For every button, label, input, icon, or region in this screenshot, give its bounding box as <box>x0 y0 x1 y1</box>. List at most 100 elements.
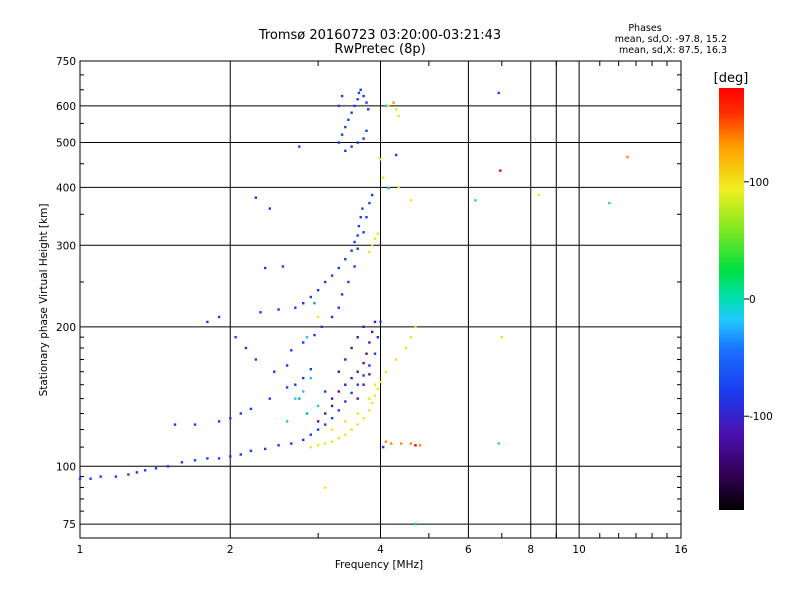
data-point <box>324 412 327 415</box>
data-point <box>309 376 312 380</box>
data-point <box>497 442 500 445</box>
data-point <box>414 444 417 447</box>
data-point <box>404 346 408 350</box>
data-point <box>353 265 356 268</box>
data-point <box>344 125 347 129</box>
data-point <box>356 336 359 339</box>
data-point <box>180 461 184 464</box>
data-point <box>114 475 118 478</box>
data-point <box>500 336 503 339</box>
colorbar-tick-label: 100 <box>749 177 769 189</box>
data-point <box>499 169 502 172</box>
data-point <box>316 404 320 408</box>
data-point <box>277 308 280 311</box>
x-tick-label: 10 <box>572 544 585 556</box>
data-point <box>302 376 305 380</box>
data-point <box>350 391 353 395</box>
data-point <box>350 346 353 350</box>
data-point <box>249 407 253 411</box>
colorbar-label: [deg] <box>714 71 749 86</box>
data-point <box>320 325 323 328</box>
data-point <box>362 417 365 420</box>
data-point <box>166 465 170 468</box>
data-point <box>362 231 365 234</box>
data-point <box>362 361 365 365</box>
data-point <box>357 224 361 228</box>
data-point <box>357 91 361 95</box>
data-point <box>302 390 305 393</box>
data-point <box>365 352 368 355</box>
data-point <box>414 522 417 526</box>
data-point <box>359 216 362 219</box>
data-point <box>356 98 359 101</box>
data-point <box>290 442 293 445</box>
data-point <box>368 373 371 376</box>
data-point <box>344 433 347 436</box>
data-point <box>344 149 347 152</box>
y-tick-label: 400 <box>56 182 76 194</box>
data-point <box>193 423 197 426</box>
grid-layer <box>80 61 681 538</box>
data-point <box>368 201 371 205</box>
y-tick-label: 600 <box>56 101 76 113</box>
data-point <box>368 364 371 367</box>
data-point <box>356 370 359 373</box>
data-point <box>217 420 221 423</box>
data-point <box>294 397 297 400</box>
data-point <box>362 374 365 377</box>
data-point <box>285 420 289 423</box>
chart-subtitle: RwPretec (8p) <box>334 42 425 57</box>
data-point <box>330 440 334 443</box>
data-point <box>305 336 309 339</box>
phases-x-stats: mean, sd,X: 87.5, 16.3 <box>619 45 727 56</box>
x-tick-label: 4 <box>377 544 384 556</box>
data-point <box>365 129 368 132</box>
data-point <box>217 315 221 319</box>
colorbar-tick-label: -100 <box>749 411 773 423</box>
data-point <box>361 207 364 210</box>
x-tick-label: 16 <box>674 544 688 556</box>
chart-title: Tromsø 20160723 03:20:00-03:21:43 <box>258 28 501 43</box>
data-point <box>365 216 368 219</box>
data-point <box>298 145 301 148</box>
data-point <box>368 409 371 412</box>
data-point <box>330 315 334 319</box>
data-point <box>400 442 403 445</box>
data-point <box>154 467 158 470</box>
data-point <box>337 370 340 373</box>
tick-layer: 75 100 200 300 400 500 600 750 1 2 4 6 8 10 16 <box>56 56 688 556</box>
data-point <box>382 445 385 449</box>
data-point <box>340 133 344 136</box>
y-tick-label: 300 <box>56 240 76 252</box>
data-point <box>229 455 232 458</box>
data-point <box>371 244 374 247</box>
data-point <box>382 176 385 179</box>
data-point <box>173 423 177 426</box>
data-point <box>350 111 353 114</box>
data-point <box>229 417 232 420</box>
data-point <box>347 118 350 121</box>
data-point <box>359 88 362 91</box>
data-point <box>371 193 374 197</box>
data-point <box>353 240 356 244</box>
data-point <box>356 397 359 400</box>
data-point <box>324 390 327 393</box>
data-point <box>362 383 365 386</box>
data-point <box>309 433 312 436</box>
x-tick-label: 6 <box>465 544 472 556</box>
data-point <box>376 336 379 339</box>
data-point <box>239 412 242 415</box>
data-point <box>337 437 340 440</box>
data-point <box>268 397 271 400</box>
data-point <box>324 423 327 426</box>
data-point <box>337 104 340 108</box>
data-point <box>340 94 344 98</box>
data-point <box>316 444 320 447</box>
data-point <box>193 459 197 462</box>
data-point <box>285 386 289 389</box>
colorbar-ticks: 100 0 -100 <box>744 177 773 423</box>
data-point <box>337 141 340 144</box>
y-tick-label: 100 <box>56 461 76 473</box>
data-point <box>259 311 262 314</box>
data-point <box>395 358 398 361</box>
